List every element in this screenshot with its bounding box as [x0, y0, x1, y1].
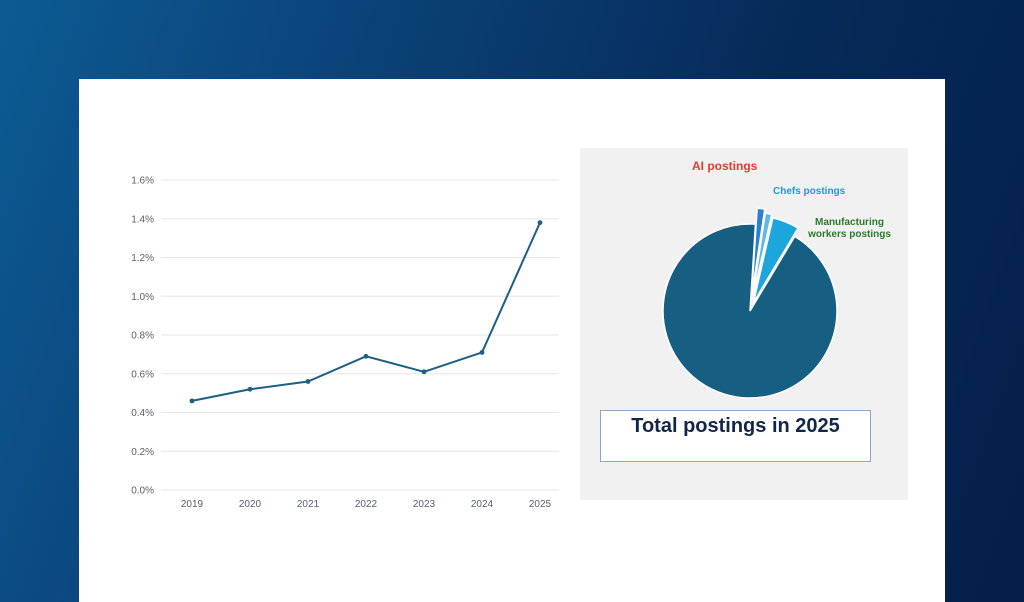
pie-slice [752, 216, 800, 304]
pie-panel: AI postings Chefs postings Manufacturing… [580, 148, 908, 500]
x-tick-label: 2022 [355, 499, 378, 510]
line-chart: 0.0% 0.2% 0.4% 0.6% 0.8% 1.0% 1.2% 1.4% 1.6% 2019… [131, 176, 559, 510]
pie-title-box: Total postings in 2025 [600, 410, 871, 462]
y-tick-label: 1.4% [131, 214, 154, 225]
pie-label-chefs: Chefs postings [773, 186, 846, 197]
chart-card: 0.0% 0.2% 0.4% 0.6% 0.8% 1.0% 1.2% 1.4% 1.6% 2019… [79, 79, 945, 602]
y-tick-label: 0.0% [131, 486, 154, 497]
x-tick-label: 2020 [239, 499, 262, 510]
pie-slice [751, 212, 773, 300]
y-tick-label: 1.6% [131, 176, 154, 187]
data-point [247, 386, 253, 392]
pie-slice [750, 207, 766, 296]
y-tick-label: 1.2% [131, 253, 154, 264]
x-tick-label: 2019 [181, 499, 204, 510]
pie-title: Total postings in 2025 [631, 415, 840, 437]
y-tick-label: 1.0% [131, 292, 154, 303]
x-tick-label: 2024 [471, 499, 494, 510]
pie-label-manufacturing: Manufacturing workers postings [808, 217, 891, 240]
data-point [305, 379, 311, 384]
pie-chart [662, 207, 838, 399]
x-tick-label: 2023 [413, 499, 436, 510]
x-tick-label: 2021 [297, 499, 320, 510]
data-point [537, 220, 543, 226]
data-point [189, 398, 195, 404]
data-point [363, 353, 369, 359]
y-tick-label: 0.8% [131, 331, 154, 342]
x-tick-label: 2025 [529, 499, 552, 510]
y-tick-label: 0.2% [131, 447, 154, 458]
data-point [421, 369, 427, 375]
pie-label-ai: AI postings [692, 159, 758, 173]
pie-slice [662, 223, 838, 399]
y-tick-label: 0.4% [131, 408, 154, 419]
y-tick-label: 0.6% [131, 369, 154, 380]
data-point [479, 350, 485, 355]
